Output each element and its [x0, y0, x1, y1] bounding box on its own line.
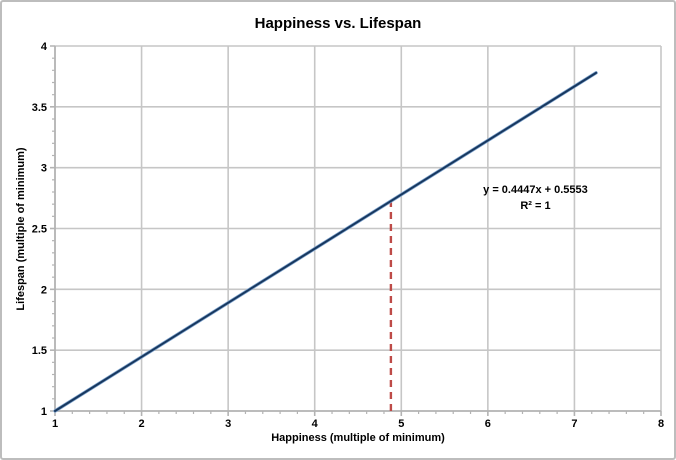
x-tick-label: 1: [52, 418, 58, 430]
x-tick-label: 5: [398, 418, 404, 430]
y-tick-label: 1.5: [32, 345, 47, 357]
x-tick-label: 8: [658, 418, 664, 430]
y-tick-label: 1: [41, 406, 47, 418]
x-tick-label: 6: [485, 418, 491, 430]
x-axis-title: Happiness (multiple of minimum): [271, 432, 445, 444]
x-tick-label: 3: [225, 418, 231, 430]
y-tick-label: 3.5: [32, 102, 47, 114]
r-squared-text: R² = 1: [520, 200, 550, 212]
linear-trendline-line: [54, 71, 598, 412]
y-tick-label: 4: [41, 41, 48, 53]
chart-title: Happiness vs. Lifespan: [254, 15, 422, 32]
y-tick-label: 2.5: [32, 224, 47, 236]
x-tick-label: 2: [139, 418, 145, 430]
x-tick-label: 4: [312, 418, 319, 430]
y-tick-label: 3: [41, 163, 47, 175]
x-tick-label: 7: [571, 418, 577, 430]
y-tick-label: 2: [41, 284, 47, 296]
equation-text: y = 0.4447x + 0.5553: [483, 184, 588, 196]
